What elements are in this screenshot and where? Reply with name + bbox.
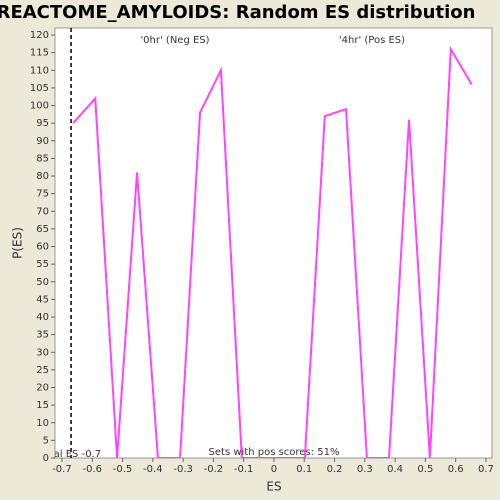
y-tick-label: 15 (36, 400, 49, 411)
footer-note: Sets with pos scores: 51% (209, 447, 340, 458)
x-tick-label: 0 (271, 464, 277, 475)
x-tick-label: 0.2 (327, 464, 343, 475)
x-axis-label: ES (266, 480, 281, 494)
x-tick-label: -0.6 (82, 464, 102, 475)
y-tick-label: 30 (36, 347, 49, 358)
plot-area (54, 27, 493, 459)
x-tick-label: -0.5 (113, 464, 133, 475)
y-tick-label: 100 (30, 101, 49, 112)
x-tick-label: 0.5 (417, 464, 433, 475)
y-tick-label: 50 (36, 277, 49, 288)
y-tick-label: 70 (36, 206, 49, 217)
x-tick-label: 0.7 (478, 464, 494, 475)
y-tick-label: 80 (36, 171, 49, 182)
y-tick-label: 115 (30, 48, 49, 59)
real-es-label: Real ES -0.7 (41, 449, 101, 460)
chart-title: REACTOME_AMYLOIDS: Random ES distributio… (0, 2, 475, 23)
y-tick-label: 5 (43, 435, 49, 446)
y-tick-label: 45 (36, 294, 49, 305)
y-axis-label: P(ES) (11, 227, 25, 259)
y-tick-label: 20 (36, 383, 49, 394)
y-tick-label: 85 (36, 153, 49, 164)
y-tick-label: 120 (30, 30, 49, 41)
y-tick-label: 110 (30, 65, 49, 76)
y-tick-label: 75 (36, 189, 49, 200)
plot-clip: Real ES -0.7 (41, 28, 473, 460)
x-tick-label: -0.1 (234, 464, 254, 475)
x-tick-label: -0.7 (52, 464, 72, 475)
y-tick-label: 105 (30, 83, 49, 94)
y-tick-label: 55 (36, 259, 49, 270)
y-tick-label: 60 (36, 242, 49, 253)
y-tick-label: 10 (36, 418, 49, 429)
y-tick-label: 35 (36, 330, 49, 341)
x-tick-label: 0.3 (357, 464, 373, 475)
y-tick-label: 0 (43, 453, 49, 464)
line-series (72, 45, 473, 458)
neg-label: '0hr' (Neg ES) (140, 35, 209, 46)
x-tick-label: 0.6 (448, 464, 464, 475)
y-tick-label: 95 (36, 118, 49, 129)
y-tick-label: 25 (36, 365, 49, 376)
x-tick-label: -0.2 (204, 464, 224, 475)
pos-label: '4hr' (Pos ES) (339, 35, 405, 46)
x-tick-label: 0.4 (387, 464, 403, 475)
y-tick-label: 40 (36, 312, 49, 323)
x-tick-label: -0.4 (143, 464, 163, 475)
y-tick-label: 90 (36, 136, 49, 147)
x-tick-label: 0.1 (296, 464, 312, 475)
x-tick-label: -0.3 (173, 464, 193, 475)
y-tick-label: 65 (36, 224, 49, 235)
